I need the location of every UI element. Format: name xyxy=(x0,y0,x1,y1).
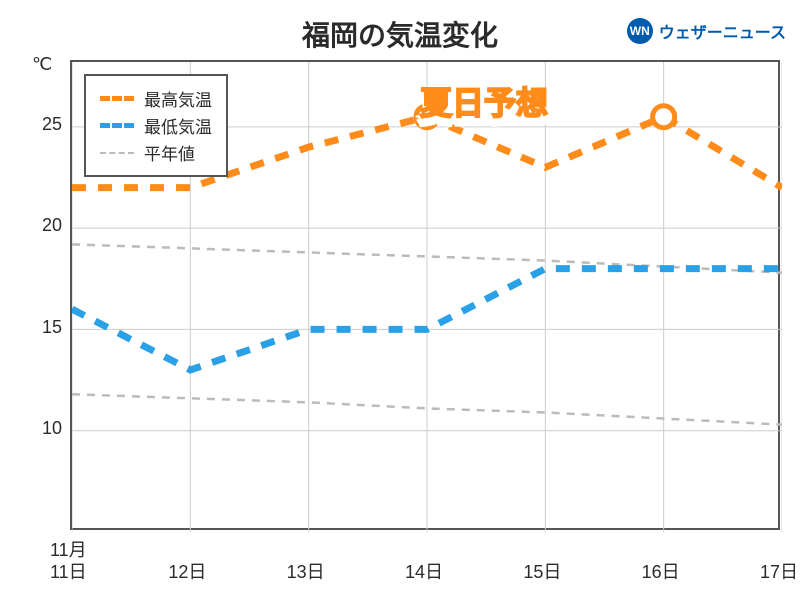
brand-badge: WN ウェザーニュース xyxy=(627,18,786,44)
y-tick-label: 10 xyxy=(42,418,62,439)
summer-day-annotation: 夏日予想夏日予想 xyxy=(420,78,548,124)
y-tick-label: 15 xyxy=(42,317,62,338)
legend-swatch xyxy=(100,123,134,128)
x-tick-label: 16日 xyxy=(642,558,680,584)
legend-swatch xyxy=(100,152,134,154)
y-tick-label: 20 xyxy=(42,215,62,236)
x-axis-month-label: 11月 xyxy=(50,536,87,562)
x-tick-label: 13日 xyxy=(287,558,325,584)
legend-swatch xyxy=(100,96,134,101)
brand-text: ウェザーニュース xyxy=(659,19,786,43)
legend-label: 最高気温 xyxy=(144,86,212,111)
y-axis-unit: ℃ xyxy=(32,54,52,75)
brand-logo-icon: WN xyxy=(627,18,653,44)
y-tick-label: 25 xyxy=(42,114,62,135)
x-tick-label: 14日 xyxy=(405,558,443,584)
legend-label: 平年値 xyxy=(144,140,195,165)
legend-box: 最高気温最低気温平年値 xyxy=(84,74,228,177)
legend-label: 最低気温 xyxy=(144,113,212,138)
legend-item: 平年値 xyxy=(100,140,212,165)
x-tick-label: 17日 xyxy=(760,558,798,584)
legend-item: 最高気温 xyxy=(100,86,212,111)
x-tick-label: 15日 xyxy=(523,558,561,584)
x-tick-label: 12日 xyxy=(168,558,206,584)
legend-item: 最低気温 xyxy=(100,113,212,138)
